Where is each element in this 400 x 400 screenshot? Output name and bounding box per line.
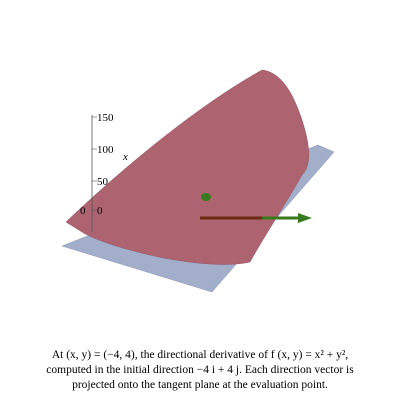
tick-label: 100	[97, 144, 114, 156]
tick-label: 0	[80, 205, 86, 217]
caption-line: At (x, y) = (−4, 4), the directional der…	[52, 349, 348, 361]
axis-ticks	[92, 116, 97, 211]
tick-label: 50	[97, 176, 109, 188]
plot-3d: 150 100 50 0 0 x	[61, 69, 335, 293]
axis-label: x	[122, 151, 128, 163]
evaluation-point	[201, 193, 211, 201]
tick-label: 0	[97, 205, 103, 217]
arrow-head	[298, 213, 312, 223]
caption: At (x, y) = (−4, 4), the directional der…	[46, 349, 354, 391]
caption-line: computed in the initial direction −4 i +…	[46, 364, 354, 376]
tick-label: 150	[97, 112, 114, 124]
caption-line: projected onto the tangent plane at the …	[72, 379, 328, 391]
surface	[65, 69, 309, 265]
